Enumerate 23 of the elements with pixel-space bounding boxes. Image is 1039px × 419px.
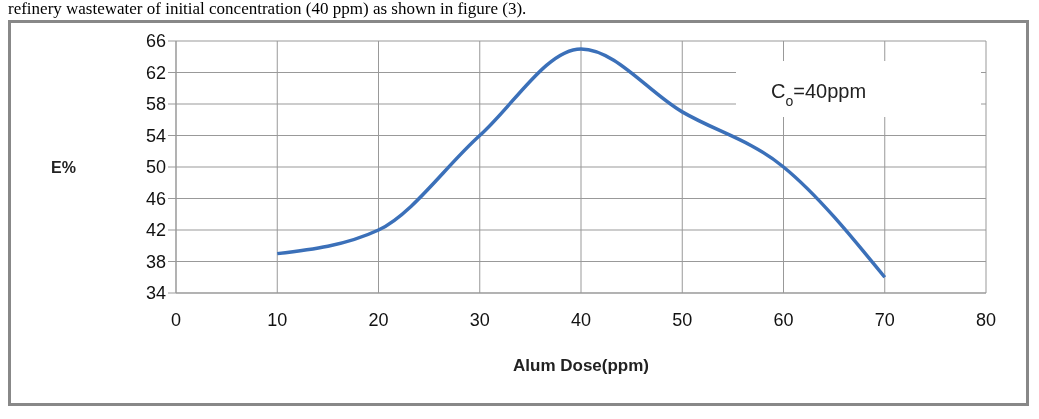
x-tick-label: 30 — [469, 309, 490, 330]
x-tick-label: 80 — [975, 309, 997, 330]
x-tick-label: 70 — [874, 309, 895, 330]
x-axis-title: Alum Dose(ppm) — [513, 356, 649, 375]
text: refinery wastewater of initial concentration (40 ppm) as shown in figure (3). — [8, 0, 528, 18]
x-tick-label: 60 — [773, 309, 794, 330]
y-tick-label: 50 — [145, 157, 166, 178]
x-tick-label: 0 — [170, 309, 182, 330]
y-tick-label: 46 — [145, 188, 166, 209]
y-tick-label: 58 — [145, 94, 166, 115]
y-tick-label: 34 — [145, 283, 166, 304]
annotation: C$_{o}$=40ppm — [771, 80, 867, 109]
x-tick-label: 50 — [672, 309, 693, 330]
y-axis-title: E% — [51, 158, 76, 176]
x-tick-label: 20 — [368, 309, 389, 330]
x-tick-label: 10 — [267, 309, 288, 330]
y-tick-label: 66 — [145, 31, 166, 52]
y-tick-label: 38 — [145, 251, 166, 272]
x-tick-label: 40 — [570, 309, 592, 330]
y-tick-label: 42 — [145, 220, 166, 241]
line-series — [275, 47, 887, 279]
y-tick-label: 54 — [145, 125, 166, 146]
y-tick-label: 62 — [145, 62, 166, 83]
